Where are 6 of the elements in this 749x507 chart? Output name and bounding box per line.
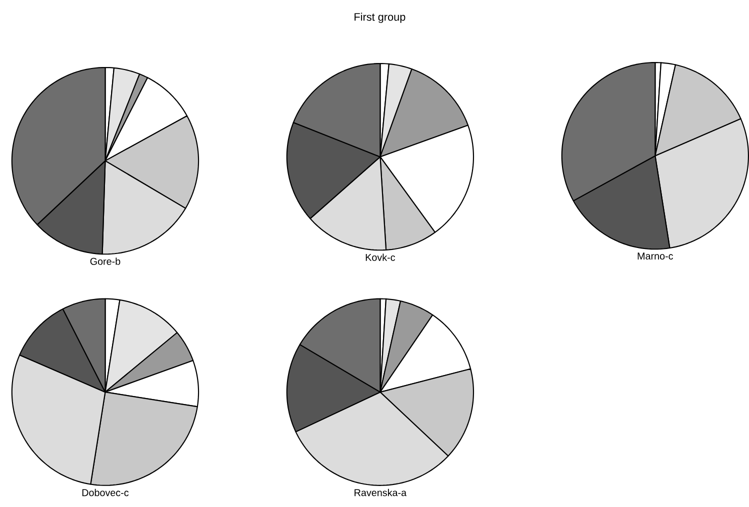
text: Ravenska-a xyxy=(354,488,407,496)
text: Kovk-c xyxy=(366,254,396,261)
text: Dobovec-c xyxy=(82,488,129,496)
text: Marno-c xyxy=(638,252,674,260)
text: First group xyxy=(354,12,406,23)
text: Gore-b xyxy=(90,258,120,265)
